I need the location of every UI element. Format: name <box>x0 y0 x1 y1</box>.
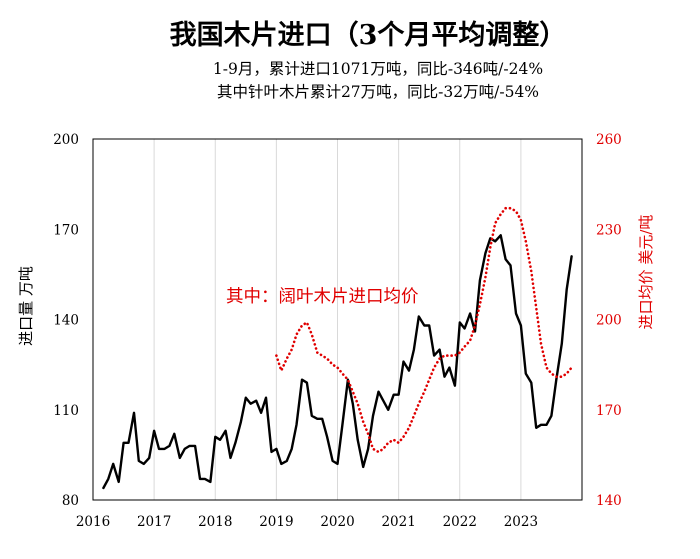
y-right-tick-label: 200 <box>596 313 622 329</box>
x-tick-label: 2022 <box>443 514 477 530</box>
y-right-tick-label: 170 <box>596 403 622 419</box>
x-tick-label: 2018 <box>198 514 232 530</box>
plot-frame <box>92 138 583 501</box>
y-left-tick-label: 140 <box>53 313 79 329</box>
y-right-tick-label: 140 <box>596 493 622 509</box>
x-tick-label: 2021 <box>381 514 415 530</box>
y-left-tick-label: 110 <box>53 403 79 419</box>
y-right-tick-label: 230 <box>596 222 622 238</box>
chart-title: 我国木片进口（3个月平均调整） <box>170 20 567 51</box>
grid <box>153 139 522 500</box>
x-tick-label: 2023 <box>504 514 538 530</box>
tick-labels: 2016 2017 2018 2019 2020 2021 2022 2023 80 110 140… <box>53 132 622 530</box>
y-left-tick-label: 170 <box>53 222 79 238</box>
x-tick-label: 2016 <box>76 514 110 530</box>
y-right-tick-label: 260 <box>596 132 622 148</box>
y-axis-left-label: 进口量 万吨 <box>17 266 35 346</box>
price-annotation: 其中：阔叶木片进口均价 <box>226 287 419 307</box>
x-tick-label: 2020 <box>320 514 354 530</box>
y-axis-right-label: 进口均价 美元/吨 <box>637 215 655 330</box>
price-series-line <box>275 206 573 454</box>
y-left-tick-label: 80 <box>62 493 79 509</box>
chart-subtitle-line-2: 其中针叶木片累计27万吨，同比-32万吨/-54% <box>217 83 539 101</box>
chart-subtitle-line-1: 1-9月，累计进口1071万吨，同比-346吨/-24% <box>213 60 543 78</box>
series-layer <box>102 206 573 490</box>
x-tick-label: 2017 <box>137 514 171 530</box>
volume-series-line <box>102 234 573 490</box>
y-left-tick-label: 200 <box>53 132 79 148</box>
x-tick-label: 2019 <box>259 514 293 530</box>
